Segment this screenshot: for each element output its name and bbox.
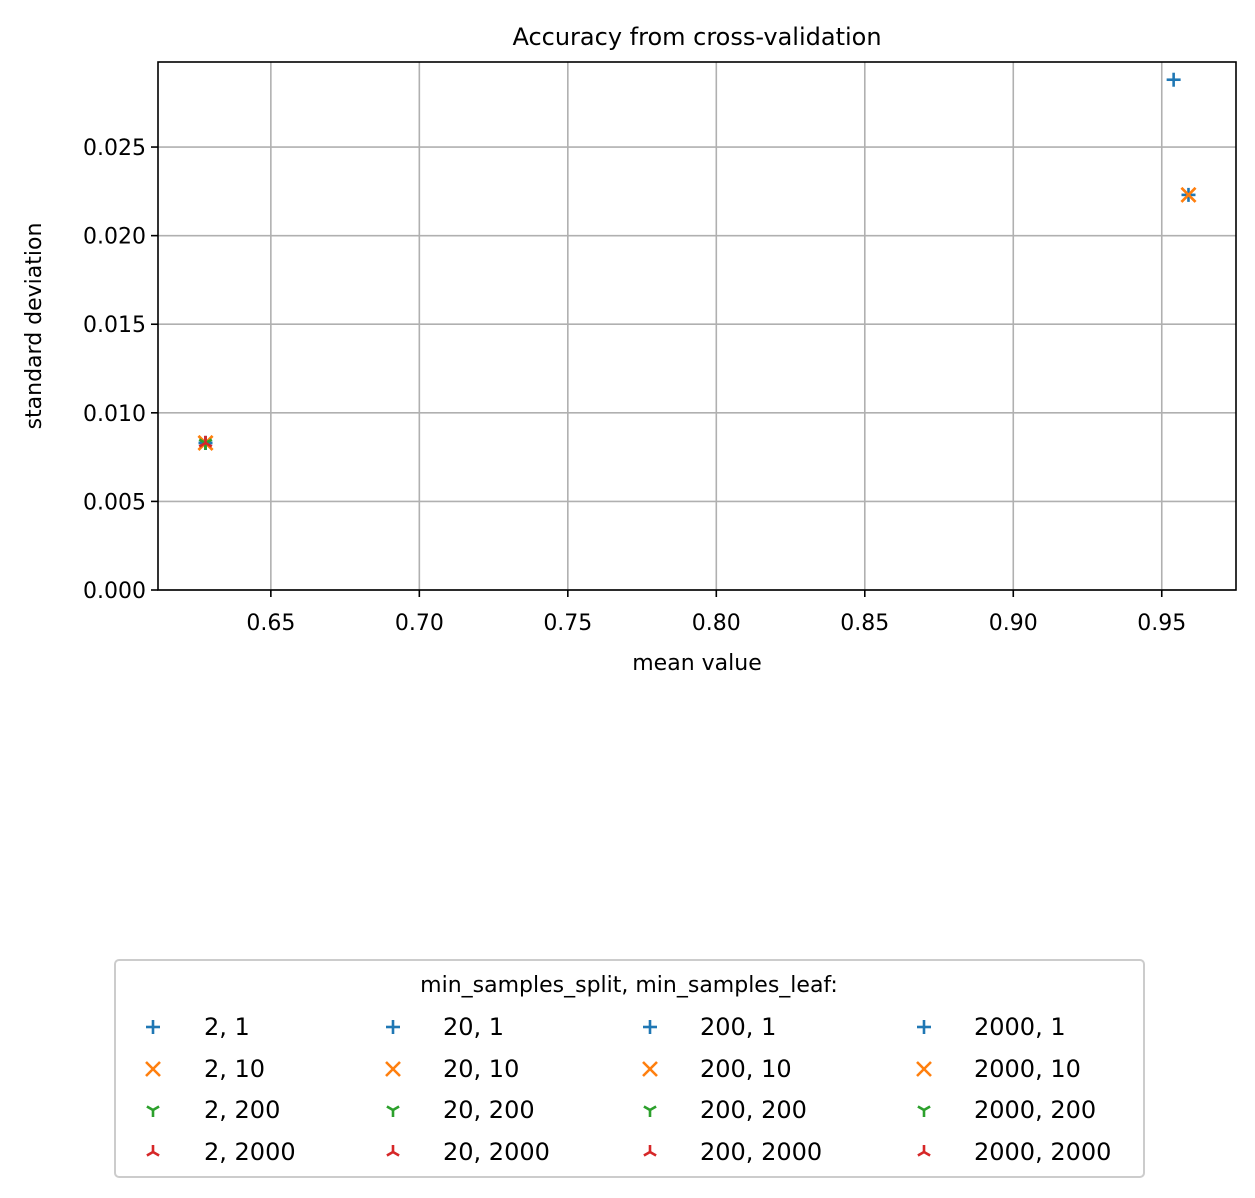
- y-tick-label: 0.015: [83, 313, 146, 338]
- data-point: [1166, 72, 1181, 87]
- legend-label: 20, 1: [443, 1013, 504, 1041]
- legend-label: 2000, 10: [974, 1055, 1081, 1083]
- legend-marker: [145, 1061, 161, 1077]
- legend-marker: [642, 1061, 658, 1077]
- legend-marker: [385, 1061, 401, 1077]
- legend-item: 2, 2000: [146, 1138, 296, 1166]
- legend-label: 2, 1: [204, 1013, 250, 1041]
- data-point: [1180, 186, 1197, 203]
- legend-marker: [917, 1145, 931, 1157]
- legend-item: 2000, 1: [917, 1013, 1066, 1041]
- legend-label: 2000, 200: [974, 1096, 1096, 1124]
- data-points: [197, 72, 1197, 451]
- legend-marker: [917, 1105, 931, 1117]
- legend-item: 20, 2000: [386, 1138, 550, 1166]
- legend-label: 2, 200: [204, 1096, 280, 1124]
- legend-item: 200, 1: [643, 1013, 776, 1041]
- legend-marker: [643, 1145, 657, 1157]
- legend-marker: [386, 1020, 400, 1034]
- x-tick-label: 0.70: [395, 611, 444, 636]
- legend-item: 2, 10: [145, 1055, 265, 1083]
- legend-item: 2, 200: [146, 1096, 280, 1124]
- legend-marker: [917, 1020, 931, 1034]
- x-tick-label: 0.90: [989, 611, 1038, 636]
- x-tick-label: 0.65: [246, 611, 295, 636]
- y-tick-label: 0.025: [83, 136, 146, 161]
- legend-marker: [643, 1105, 657, 1117]
- x-tick-label: 0.85: [840, 611, 889, 636]
- legend-label: 2, 2000: [204, 1138, 296, 1166]
- legend-marker: [146, 1020, 160, 1034]
- y-tick-label: 0.010: [83, 402, 146, 427]
- chart-title: Accuracy from cross-validation: [512, 23, 881, 51]
- legend-item: 2000, 10: [916, 1055, 1081, 1083]
- y-tick-label: 0.000: [83, 579, 146, 604]
- legend-item: 2000, 2000: [917, 1138, 1111, 1166]
- x-tick-label: 0.75: [543, 611, 592, 636]
- legend-label: 2000, 1: [974, 1013, 1066, 1041]
- legend-label: 20, 10: [443, 1055, 519, 1083]
- legend-marker: [386, 1145, 400, 1157]
- legend-item: 2000, 200: [917, 1096, 1096, 1124]
- legend-label: 200, 1: [700, 1013, 776, 1041]
- legend-item: 200, 200: [643, 1096, 807, 1124]
- legend-marker: [916, 1061, 932, 1077]
- y-axis-ticks: 0.000 0.005 0.010 0.015 0.020 0.025: [83, 136, 158, 604]
- x-tick-label: 0.80: [692, 611, 741, 636]
- legend-label: 200, 10: [700, 1055, 792, 1083]
- legend-label: 200, 2000: [700, 1138, 822, 1166]
- legend: min_samples_split, min_samples_leaf: 2, …: [114, 959, 1145, 1178]
- x-axis-ticks: 0.65 0.70 0.75 0.80 0.85 0.90 0.95: [246, 590, 1186, 636]
- legend-label: 2000, 2000: [974, 1138, 1111, 1166]
- y-tick-label: 0.005: [83, 490, 146, 515]
- legend-item: 20, 1: [386, 1013, 504, 1041]
- legend-label: 20, 2000: [443, 1138, 550, 1166]
- legend-marker: [386, 1105, 400, 1117]
- x-axis-label: mean value: [632, 651, 761, 676]
- legend-box: [114, 959, 1145, 1178]
- legend-items: 2, 1 2, 10 2, 200 2, 2000 20, 1 20, 10 20, 200…: [145, 1013, 1111, 1166]
- legend-item: 2, 1: [146, 1013, 250, 1041]
- data-point: [198, 435, 213, 448]
- plot-area-frame: [157, 61, 1237, 591]
- legend-label: 20, 200: [443, 1096, 535, 1124]
- y-axis-label: standard deviation: [22, 223, 47, 430]
- x-tick-label: 0.95: [1137, 611, 1186, 636]
- y-tick-label: 0.020: [83, 225, 146, 250]
- legend-marker: [643, 1020, 657, 1034]
- legend-item: 20, 200: [386, 1096, 535, 1124]
- legend-item: 20, 10: [385, 1055, 519, 1083]
- legend-marker: [146, 1105, 160, 1117]
- legend-item: 200, 10: [642, 1055, 792, 1083]
- legend-title: min_samples_split, min_samples_leaf:: [420, 973, 838, 998]
- legend-label: 200, 200: [700, 1096, 807, 1124]
- legend-label: 2, 10: [204, 1055, 265, 1083]
- legend-marker: [146, 1145, 160, 1157]
- grid-lines: [158, 62, 1236, 591]
- legend-item: 200, 2000: [643, 1138, 822, 1166]
